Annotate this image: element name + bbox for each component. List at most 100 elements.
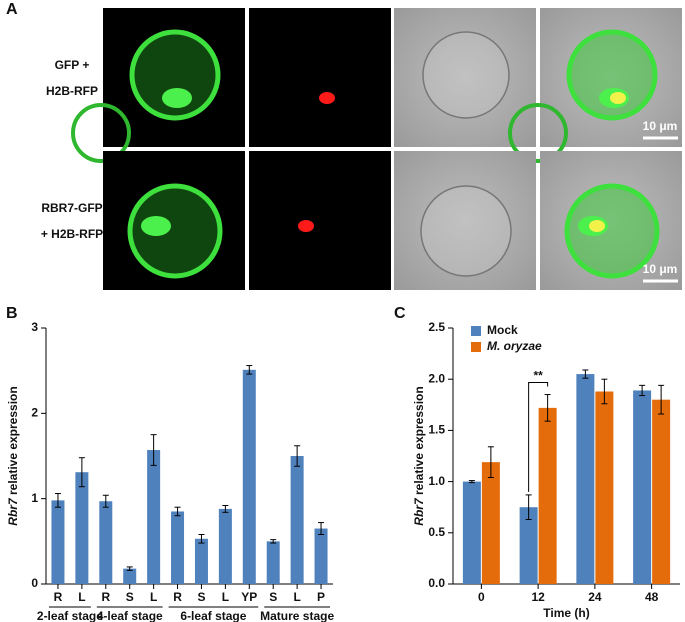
y-tick-label: 2.5	[428, 320, 445, 334]
x-tick-label: L	[222, 590, 229, 604]
annotation: **	[533, 369, 543, 383]
panel-label: A	[6, 1, 18, 18]
error-bar	[102, 494, 109, 508]
bar	[538, 407, 557, 584]
error-bar	[54, 493, 61, 508]
x-tick-label: P	[317, 590, 325, 604]
x-tick-label: L	[78, 590, 85, 604]
y-axis-label: Rbr7 relative expression	[412, 386, 426, 525]
bar	[462, 481, 481, 584]
micrograph	[508, 8, 682, 163]
x-tick-label: R	[173, 590, 182, 604]
nucleus	[319, 92, 335, 104]
micrograph	[394, 151, 536, 290]
y-tick-label: 0.0	[428, 576, 445, 590]
error-bar	[318, 522, 325, 536]
y-tick-label: 1	[31, 491, 38, 505]
image-bg	[394, 151, 536, 290]
cell	[564, 183, 660, 279]
y-axis-label-part: relative expression	[6, 386, 20, 498]
error-bar	[78, 457, 85, 488]
micrograph	[249, 151, 391, 290]
image-bg	[249, 151, 391, 290]
error-bar	[294, 445, 301, 467]
cytoplasm	[162, 88, 192, 108]
error-bar	[468, 480, 475, 484]
cell	[127, 183, 223, 279]
row-label: RBR7-GFP	[41, 201, 102, 215]
bar	[171, 511, 185, 584]
micrograph	[540, 151, 682, 290]
legend-swatch	[471, 326, 481, 336]
x-tick-label: S	[126, 590, 134, 604]
x-tick-label: L	[293, 590, 300, 604]
x-tick-label: 48	[645, 590, 659, 604]
x-tick-label: 24	[588, 590, 602, 604]
group-label: 4-leaf stage	[97, 609, 163, 622]
bar	[314, 528, 328, 584]
bar	[481, 462, 500, 584]
y-tick-label: 1.0	[428, 474, 445, 488]
bar	[218, 508, 232, 584]
bar	[576, 374, 595, 584]
legend-label: M. oryzae	[487, 339, 542, 353]
row-label: + H2B-RFP	[41, 227, 103, 241]
bar	[652, 399, 671, 584]
bar	[242, 369, 256, 584]
x-tick-label: 0	[478, 590, 485, 604]
neighbor-cell	[508, 103, 568, 163]
error-bar	[174, 506, 181, 517]
cell	[566, 29, 658, 121]
group-label: 6-leaf stage	[180, 609, 246, 622]
bar	[266, 541, 280, 584]
y-tick-label: 2.0	[428, 371, 445, 385]
panel-label: C	[394, 305, 406, 322]
neighbor-cell	[71, 103, 131, 163]
bar	[290, 456, 304, 584]
bar	[51, 500, 65, 584]
micrograph	[249, 8, 391, 147]
error-bar	[222, 504, 229, 513]
micrograph	[103, 151, 245, 290]
x-tick-label: 12	[531, 590, 545, 604]
cell-outline	[420, 185, 512, 277]
nucleus	[589, 220, 605, 232]
error-bar	[658, 384, 665, 415]
y-tick-label: 3	[31, 320, 38, 334]
y-axis-label-part: Rbr7	[412, 497, 426, 526]
x-tick-label: L	[150, 590, 157, 604]
image-bg	[249, 8, 391, 147]
y-tick-label: 2	[31, 406, 38, 420]
x-tick-label: R	[101, 590, 110, 604]
y-tick-label: 0.5	[428, 525, 445, 539]
bar	[147, 450, 161, 584]
legend-label: Mock	[487, 323, 518, 337]
error-bar	[270, 539, 277, 544]
bar	[633, 390, 652, 584]
nucleus	[610, 92, 626, 104]
bar	[194, 538, 208, 584]
row-label: H2B-RFP	[46, 84, 98, 98]
bar	[75, 472, 89, 584]
scale-label: 10 μm	[643, 119, 678, 133]
bar	[99, 501, 113, 584]
x-axis-label: Time (h)	[543, 606, 589, 620]
cytoplasm	[141, 216, 171, 236]
error-bar	[525, 494, 532, 520]
y-axis-label-part: Rbr7	[6, 497, 20, 526]
micrograph	[71, 8, 245, 163]
nucleus	[298, 220, 314, 232]
x-tick-label: R	[54, 590, 63, 604]
y-axis-label: Rbr7 relative expression	[6, 386, 20, 525]
error-bar	[198, 534, 205, 544]
legend-swatch	[471, 342, 481, 352]
error-bar	[487, 446, 494, 479]
row-label: GFP +	[55, 58, 90, 72]
error-bar	[246, 365, 253, 375]
group-label: 2-leaf stage	[37, 609, 103, 622]
error-bar	[601, 378, 608, 405]
group-label: Mature stage	[260, 609, 334, 622]
scale-label: 10 μm	[643, 262, 678, 276]
error-bar	[150, 434, 157, 466]
